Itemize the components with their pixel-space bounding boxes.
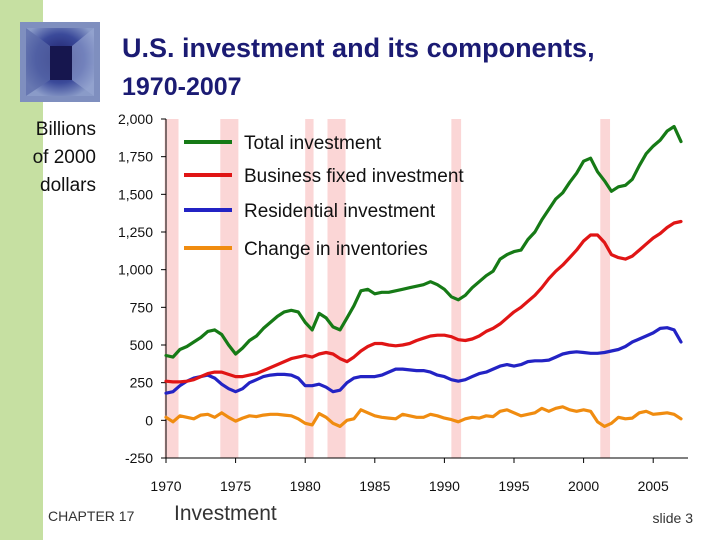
y-tick-label: 1,000 <box>118 262 153 278</box>
y-tick-label: 250 <box>130 375 154 391</box>
x-tick-label: 1970 <box>150 478 181 494</box>
recession-band <box>451 119 462 458</box>
y-tick-label: 2,000 <box>118 111 153 127</box>
x-tick-label: 1995 <box>498 478 529 494</box>
topic-label: Investment <box>174 502 277 525</box>
chart-legend: Total investment Business fixed investmen… <box>184 133 464 260</box>
y-axis-label: Billions of 2000 dollars <box>8 116 96 200</box>
recession-band <box>220 119 239 458</box>
x-tick-label: 1985 <box>359 478 390 494</box>
recession-bands <box>164 119 611 458</box>
legend-label: Total investment <box>244 133 382 154</box>
y-tick-label: 1,750 <box>118 149 153 165</box>
series-line <box>164 124 683 359</box>
recession-band <box>305 119 314 458</box>
x-tick-label: 1990 <box>429 478 460 494</box>
series-line <box>164 326 683 395</box>
x-tick-label: 2000 <box>568 478 599 494</box>
recession-band <box>164 119 179 458</box>
legend-label: Residential investment <box>244 201 436 222</box>
y-tick-label: 750 <box>130 299 154 315</box>
x-tick-label: 1975 <box>220 478 251 494</box>
y-tick-label: 500 <box>130 337 154 353</box>
y-axis-label-line: dollars <box>40 175 96 196</box>
series-lines <box>164 124 683 428</box>
chart-axes: 2,000 1,750 1,500 1,250 1,000 750 500 250 0 -250 1… <box>118 111 688 494</box>
series-line <box>164 219 683 384</box>
slide-title-line1: U.S. investment and its components, <box>122 33 595 63</box>
slide-logo-icon <box>20 22 100 102</box>
y-axis-label-line: of 2000 <box>32 147 96 168</box>
legend-label: Change in inventories <box>244 239 428 260</box>
y-tick-label: 0 <box>145 412 153 428</box>
slide-number: slide 3 <box>652 510 693 526</box>
y-tick-label: -250 <box>125 450 153 466</box>
slide-title-line2: 1970-2007 <box>122 73 242 101</box>
y-tick-label: 1,250 <box>118 224 153 240</box>
legend-label: Business fixed investment <box>244 166 464 187</box>
recession-band <box>600 119 611 458</box>
x-tick-label: 1980 <box>290 478 321 494</box>
y-tick-label: 1,500 <box>118 186 153 202</box>
recession-band <box>327 119 346 458</box>
x-tick-label: 2005 <box>638 478 669 494</box>
chapter-label: CHAPTER 17 <box>48 508 135 524</box>
series-line <box>164 405 683 428</box>
y-axis-label-line: Billions <box>35 119 96 140</box>
